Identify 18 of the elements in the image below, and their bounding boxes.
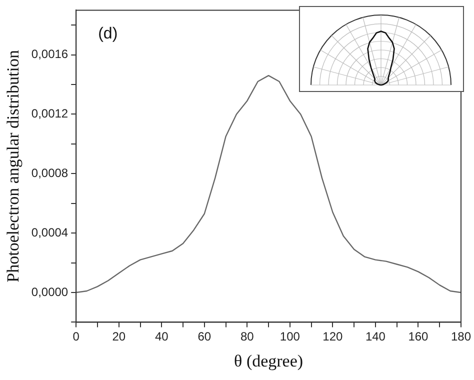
x-tick-label: 20 [112, 330, 126, 344]
y-tick-label: 0,0016 [31, 47, 68, 62]
x-tick-label: 120 [322, 330, 344, 344]
y-tick-label: 0,0012 [31, 106, 68, 121]
x-tick-label: 80 [240, 330, 254, 344]
x-tick-label: 0 [72, 330, 80, 344]
x-tick-label: 140 [365, 330, 386, 344]
annotation: (d) [98, 26, 118, 43]
x-tick-label: 100 [280, 330, 300, 344]
y-tick-label: 0,0004 [31, 225, 68, 240]
y-tick-label: 0,0008 [31, 166, 68, 180]
x-axis-title: θ (degree) [234, 351, 304, 370]
x-tick-label: 40 [154, 330, 169, 344]
x-tick-label: 60 [198, 330, 212, 344]
y-axis-title: Photoelectron angular distribution [4, 50, 23, 282]
x-tick-label: 160 [408, 330, 429, 344]
x-tick-label: 180 [450, 330, 472, 344]
y-tick-label: 0,0000 [31, 284, 68, 299]
